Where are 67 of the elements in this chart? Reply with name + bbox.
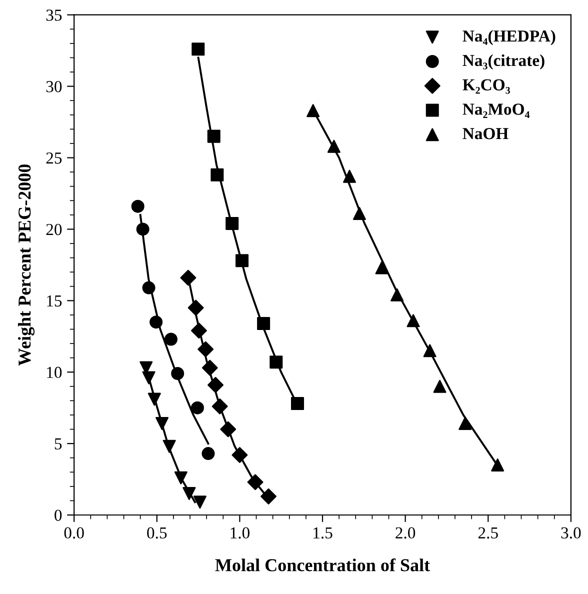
point: [188, 300, 204, 316]
point: [291, 397, 304, 410]
point: [208, 376, 224, 393]
x-tick-label: 0.5: [147, 527, 167, 539]
y-tick-label: 30: [46, 81, 62, 92]
point: [270, 356, 283, 369]
point: [343, 170, 356, 183]
point: [406, 314, 420, 328]
point: [212, 398, 228, 414]
point: [162, 440, 176, 453]
point: [306, 104, 320, 118]
x-tick-label: 2.0: [396, 527, 416, 539]
y-tick-label: 0: [54, 510, 62, 521]
legend-label: Na₂MoO₄: [462, 104, 530, 118]
legend-label: NaOH: [462, 128, 508, 140]
point: [260, 488, 277, 504]
point: [423, 344, 436, 358]
point: [210, 168, 224, 182]
point: [220, 421, 236, 438]
legend-label: Na₃(citrate): [462, 54, 544, 70]
legend-label: K₂CO₃: [462, 79, 510, 94]
point: [193, 496, 206, 509]
point: [202, 360, 218, 376]
point: [192, 42, 205, 56]
point: [232, 447, 248, 463]
point: [164, 332, 178, 346]
point: [198, 341, 214, 358]
point: [202, 447, 215, 460]
point: [247, 474, 264, 490]
legend-label: Na₄(HEDPA): [462, 30, 556, 46]
point: [375, 261, 388, 274]
point: [182, 487, 196, 500]
point: [236, 254, 249, 268]
point: [226, 216, 239, 230]
point: [156, 417, 169, 430]
point: [148, 392, 161, 406]
point: [150, 316, 163, 329]
point: [142, 371, 156, 384]
point: [257, 317, 270, 330]
point: [327, 140, 340, 153]
x-tick-label: 1.5: [314, 527, 332, 539]
y-tick-label: 15: [47, 295, 62, 307]
point: [207, 130, 220, 143]
x-tick-label: 1.0: [230, 527, 250, 539]
point: [352, 206, 366, 220]
point: [390, 288, 404, 302]
y-tick-label: 10: [47, 366, 62, 378]
point: [174, 471, 188, 484]
point: [458, 417, 472, 430]
point: [433, 380, 446, 393]
point: [142, 281, 156, 294]
y-tick-label: 5: [54, 438, 62, 450]
point: [190, 401, 204, 414]
y-axis-title: Weight Percent PEG-2000: [18, 164, 35, 366]
point: [491, 458, 504, 472]
x-axis-title: Molal Concentration of Salt: [215, 558, 430, 572]
point: [136, 222, 150, 236]
x-tick-label: 2.5: [478, 527, 498, 539]
point: [180, 270, 196, 286]
y-tick-label: 20: [46, 224, 62, 236]
x-tick-label: 0.0: [64, 527, 84, 539]
point: [171, 367, 184, 380]
x-tick-label: 3.0: [561, 527, 581, 539]
point: [190, 322, 207, 339]
point: [131, 200, 144, 213]
y-tick-label: 25: [46, 152, 62, 164]
y-tick-label: 35: [46, 10, 62, 21]
